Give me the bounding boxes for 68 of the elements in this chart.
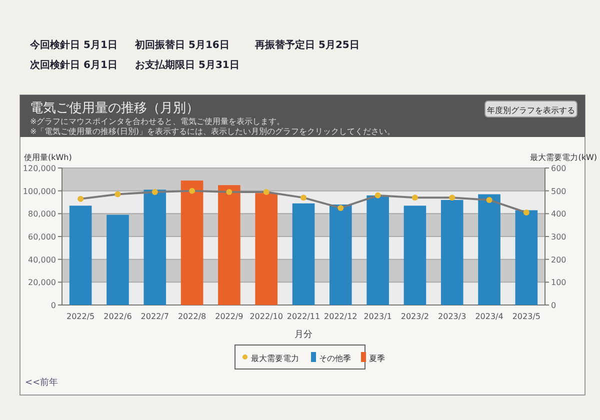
point xyxy=(412,194,418,201)
point xyxy=(449,194,456,201)
point xyxy=(486,196,492,203)
y2-tick-label: 100 xyxy=(551,278,566,288)
x-tick-label: 2022/11 xyxy=(286,312,320,321)
y-tick-label: 0 xyxy=(50,301,56,310)
bar xyxy=(366,195,389,305)
point xyxy=(263,188,270,195)
point xyxy=(78,196,84,202)
legend-label: 夏季 xyxy=(369,354,385,363)
chart-title: 電気ご使用量の推移（月別） xyxy=(30,101,199,116)
point xyxy=(338,204,344,211)
text: 再振替予定日 5月25日 xyxy=(254,39,360,51)
point xyxy=(226,188,232,195)
y-tick-label: 20,000 xyxy=(28,278,56,288)
x-tick-label: 2023/1 xyxy=(364,312,392,321)
x-axis-title: 月分 xyxy=(294,329,312,340)
x-tick-label: 2022/12 xyxy=(324,312,358,321)
y-tick-label: 120,000 xyxy=(22,164,56,173)
y-tick-label: 80,000 xyxy=(28,210,56,219)
bar xyxy=(106,214,129,305)
bar xyxy=(69,206,92,305)
point xyxy=(374,192,381,198)
chart-subtitle: ※グラフにマウスポインタを合わせると、電気ご使用量を表示します。 ※「電気ご使用量の推移(日別)」を表示するには、表示したい月別のグラフをクリックしてください。 xyxy=(30,117,395,136)
y2-tick-label: 600 xyxy=(551,164,566,173)
text: 年度別グラフを表示する xyxy=(487,106,575,115)
point xyxy=(189,188,196,194)
text: お支払期限日 5月31日 xyxy=(135,59,240,71)
point xyxy=(300,194,306,201)
y2-tick-label: 0 xyxy=(551,301,556,310)
text: <<前年 xyxy=(25,377,58,388)
bar xyxy=(180,180,204,305)
legend-label: 最大需要電力 xyxy=(251,354,299,363)
bar xyxy=(440,200,464,305)
x-tick-label: 2023/2 xyxy=(400,312,430,321)
text: 今回検針日 5月1日 xyxy=(29,39,118,51)
y2-axis-title: 最大需要電力(kW) xyxy=(530,153,597,162)
x-tick-label: 2022/5 xyxy=(66,312,95,321)
point xyxy=(152,188,158,195)
x-tick-label: 2022/10 xyxy=(250,312,283,321)
y-tick-label: 100,000 xyxy=(22,186,56,196)
bar xyxy=(478,194,500,305)
y-tick-label: 60,000 xyxy=(28,232,56,242)
bar xyxy=(404,206,426,305)
x-tick-label: 2023/4 xyxy=(475,312,504,321)
bar xyxy=(218,185,240,305)
x-tick-label: 2022/7 xyxy=(140,312,169,321)
legend-label: その他季 xyxy=(319,354,351,363)
bar xyxy=(515,210,538,305)
x-tick-label: 2022/6 xyxy=(104,312,132,321)
bar xyxy=(292,203,315,305)
y2-tick-label: 400 xyxy=(551,210,566,219)
bar xyxy=(255,193,278,305)
bar xyxy=(144,190,166,305)
x-tick-label: 2022/9 xyxy=(215,312,244,321)
text: 初回振替日 5月16日 xyxy=(134,39,230,51)
y2-tick-label: 200 xyxy=(551,255,566,264)
point xyxy=(523,210,530,216)
x-tick-label: 2023/3 xyxy=(438,312,466,321)
y-tick-label: 40,000 xyxy=(28,255,56,264)
text: 次回検針日 6月1日 xyxy=(30,59,118,71)
x-tick-label: 2022/8 xyxy=(178,312,206,321)
y-axis-title: 使用量(kWh) xyxy=(24,153,72,162)
point xyxy=(114,191,121,198)
bar xyxy=(330,204,352,305)
y2-tick-label: 300 xyxy=(551,232,566,242)
y2-tick-label: 500 xyxy=(551,186,566,196)
x-tick-label: 2023/5 xyxy=(512,312,540,321)
